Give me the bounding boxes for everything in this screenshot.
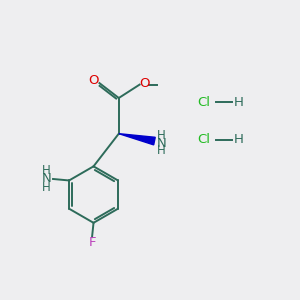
Text: H: H — [157, 144, 166, 157]
Text: H: H — [157, 129, 166, 142]
Text: H: H — [42, 164, 51, 178]
Text: Cl: Cl — [197, 133, 210, 146]
Text: N: N — [156, 137, 166, 150]
Text: N: N — [41, 172, 51, 185]
Text: H: H — [233, 96, 243, 109]
Text: H: H — [233, 133, 243, 146]
Polygon shape — [119, 134, 155, 145]
Text: F: F — [88, 236, 96, 249]
Text: O: O — [140, 76, 150, 90]
Text: H: H — [42, 181, 51, 194]
Text: O: O — [88, 74, 99, 87]
Text: Cl: Cl — [197, 96, 210, 109]
